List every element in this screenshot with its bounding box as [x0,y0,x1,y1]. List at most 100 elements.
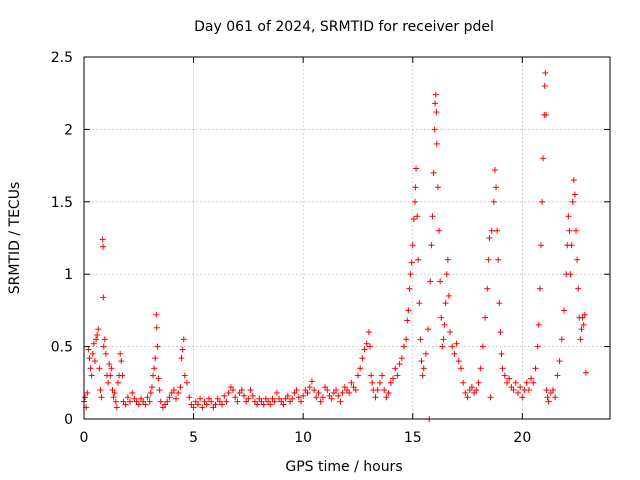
data-point [339,389,346,396]
data-point [398,355,405,362]
data-point [523,379,530,386]
data-point [154,343,161,350]
data-point [105,379,112,386]
data-point [530,379,537,386]
data-point [428,242,435,249]
data-point [232,394,239,401]
data-point [577,336,584,343]
data-point [110,394,117,401]
data-point [107,372,114,379]
data-point [184,379,191,386]
data-point [392,365,399,372]
data-point [221,392,228,399]
data-point [434,184,441,191]
y-tick-labels: 0 0.5 1 1.5 2 2.5 [51,50,73,428]
chart-title: Day 061 of 2024, SRMTID for receiver pde… [194,19,494,35]
plot-frame [83,56,611,420]
data-point [443,271,450,278]
data-point [164,398,171,405]
data-point [455,358,462,365]
data-point [254,401,261,408]
data-point [114,379,121,386]
data-point [361,346,368,353]
data-point [432,100,439,107]
data-point [477,365,484,372]
x-axis-label: GPS time / hours [285,459,402,475]
data-point [447,329,454,336]
data-point [178,355,185,362]
data-point [90,340,97,347]
data-point [445,292,452,299]
data-point [517,384,524,391]
data-point [560,307,567,314]
data-point [374,387,381,394]
data-point [429,213,436,220]
data-point [354,372,361,379]
data-point [153,311,160,318]
data-point [247,387,254,394]
data-point [212,401,219,408]
data-point [438,314,445,321]
data-point [580,321,587,328]
data-point [106,360,113,367]
data-point [496,300,503,307]
y-tick-label: 0.5 [51,340,73,356]
y-tick-label: 1 [64,267,73,283]
data-point [525,387,532,394]
data-point [124,394,131,401]
data-point [113,404,120,411]
data-point [100,243,107,250]
data-point [383,394,390,401]
data-point [416,300,423,307]
data-points [81,69,589,422]
data-point [475,379,482,386]
data-point [337,398,344,405]
y-tick-label: 0 [64,412,73,428]
data-point [540,155,547,162]
data-point [486,235,493,241]
data-point [536,285,543,292]
data-point [425,326,432,333]
data-point [223,398,230,405]
data-point [315,389,322,396]
data-point [173,395,180,402]
data-point [142,401,149,408]
data-point [381,387,388,394]
data-point [403,336,410,343]
data-point [144,394,151,401]
data-point [289,395,296,402]
data-point [387,379,394,386]
data-point [101,336,108,343]
data-point [582,369,589,376]
data-point [238,387,245,394]
data-point [571,191,578,198]
data-point [449,343,456,350]
x-tick-label: 15 [404,430,422,446]
data-point [108,365,115,372]
data-point [230,387,237,394]
data-point [490,198,497,205]
data-point [512,379,519,386]
data-point [568,242,575,249]
data-point [135,401,142,408]
data-point [208,398,215,405]
data-point [432,91,439,98]
data-point [112,398,119,405]
data-point [573,227,580,234]
data-point [566,227,573,234]
data-point [152,355,159,362]
data-point [433,109,440,116]
data-point [468,384,475,391]
data-point [249,392,256,399]
data-point [280,401,287,408]
data-point [444,256,451,263]
data-point [396,360,403,367]
data-point [100,343,107,350]
data-point [306,384,313,391]
data-point [431,126,438,133]
data-point [111,389,118,396]
data-point [439,343,446,350]
data-point [575,285,582,292]
data-point [368,372,375,379]
